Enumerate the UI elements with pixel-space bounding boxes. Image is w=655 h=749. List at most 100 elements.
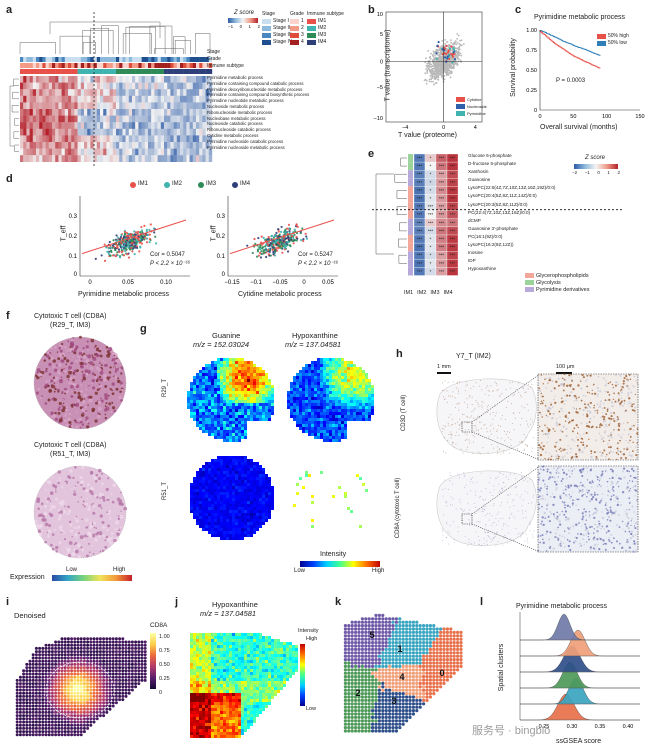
significance-mark: *** [450, 261, 456, 266]
stage-legend-item: Stage IV [262, 39, 292, 46]
msi-pixels [190, 456, 274, 540]
heatmap-row-label: Pyrimidine nucleoside metabolic process [207, 144, 285, 150]
panel-l-xlabel: ssGSEA score [556, 738, 602, 745]
significance-mark: *** [417, 269, 423, 274]
grade-legend-swatch [290, 19, 299, 24]
stage-legend-item: Stage I [262, 18, 292, 25]
heatmap-row-label: Nucleoside metabolic process [207, 103, 265, 109]
msi-pixels [187, 358, 274, 442]
panel-k-label: k [335, 596, 342, 608]
panel-j-label: j [175, 596, 179, 608]
panel-i-cbar-title: CD8A [150, 622, 168, 629]
significance-mark: *** [450, 188, 456, 193]
significance-mark: *** [450, 237, 456, 242]
panel-c-legend-swatch [597, 41, 606, 46]
y-tick: 0 [74, 272, 78, 278]
stain-dots [441, 379, 535, 455]
panel-g-row1: R29_T [162, 378, 169, 398]
x-tick: 0.25 [539, 724, 550, 730]
denoised-spots [15, 637, 147, 737]
x-tick: 0.30 [567, 724, 578, 730]
panel-b-legend-label: Nucleoside [467, 104, 487, 109]
immune-legend-label: IM1 [318, 18, 327, 24]
panel-f-bottom-title: Cytotoxic T cell (CD8A) [34, 442, 107, 449]
msi-pixels [190, 633, 298, 738]
panel-a-row-labels: Pyrimidine metabolic process Pyrimidine c… [207, 75, 309, 150]
regression-line [229, 219, 335, 255]
panel-l-label: l [480, 596, 484, 608]
cell-dots [537, 465, 639, 553]
panel-b-legend-swatch [456, 97, 465, 102]
significance-mark: *** [439, 164, 445, 169]
x-tick: 0.10 [160, 280, 172, 286]
panel-j-high: High [306, 636, 318, 642]
significance-mark: *** [439, 180, 445, 185]
zscore-tick: 2 [257, 24, 260, 29]
panel-j-mz: m/z = 137.04581 [200, 609, 257, 618]
tissue-outline [436, 470, 537, 546]
stage-legend-item: Stage II [262, 25, 292, 32]
panel-c-legend-item: 50% low [597, 40, 629, 47]
panel-c-legend-item: 50% high [597, 33, 629, 40]
panel-b-legend-item: Cytidine [456, 96, 487, 103]
panel-e-columns: IM1 IM2 IM3 IM4 [404, 290, 453, 297]
panel-g-col2-title: Hypoxanthine [292, 331, 338, 340]
y-tick: 0.3 [69, 214, 78, 220]
legend-label: IM3 [206, 181, 217, 187]
class-legend-item: Glycolysis [525, 279, 590, 286]
immune-legend-swatch [307, 33, 316, 38]
significance-mark: *** [439, 228, 445, 233]
significance-mark: *** [439, 156, 445, 161]
panel-g-col1-mz: m/z = 152.03024 [193, 340, 250, 349]
significance-mark: *** [417, 220, 423, 225]
grade-legend-label: 2 [301, 25, 304, 31]
x-tick: 0 [442, 125, 445, 131]
panel-a-annotation-labels: Stage Grade Immune subtype [207, 49, 244, 70]
column-label: IM1 [404, 290, 414, 296]
panel-d-legend-item: IM1 [130, 181, 148, 188]
axes [227, 196, 338, 277]
legend-dot [130, 181, 136, 188]
low-curve [539, 30, 601, 56]
x-tick: 4 [474, 125, 477, 131]
y-tick: 10 [377, 12, 383, 18]
immune-legend-label: IM4 [318, 39, 327, 45]
panel-h-cd8a-section [436, 465, 541, 553]
metabolite-label: LysoPC(20:4(5Z,8Z,11Z,14Z)/0:0) [468, 193, 537, 199]
column-dendrogram [19, 21, 211, 54]
panel-f-bottom-tissue [33, 465, 128, 559]
panel-d-label: d [6, 173, 13, 185]
metabolite-label: D-fructose 6-phosphate [468, 161, 517, 167]
panel-l-ylabel: Spatial clusters [498, 643, 506, 692]
class-legend-item: Pyrimidine derivatives [525, 286, 590, 293]
panel-g-label: g [140, 323, 147, 335]
column-label: IM2 [417, 290, 427, 296]
stage-legend-label: Stage III [273, 32, 292, 38]
panel-b-legend: Cytidine Nucleoside Pyrimidine [456, 96, 487, 117]
panel-b-label: b [368, 4, 375, 16]
panel-f-bottom-sub: (R51_T, IM3) [50, 451, 91, 458]
heatmap-cells: *** * *** ****** * *** ****** * *** ****** * *** ***… [413, 153, 459, 276]
heatmap-row-label: Ribonucleoside metabolic process [207, 109, 273, 115]
significance-mark: * [430, 196, 432, 201]
grade-legend-item: 3 [290, 32, 304, 39]
panel-c-xlabel: Overall survival (months) [540, 124, 618, 131]
panel-f-top-title: Cytotoxic T cell (CD8A) [34, 313, 107, 320]
significance-mark: *** [428, 220, 434, 225]
class-legend-item: Glycerophospholipids [525, 272, 590, 279]
y-tick: −5 [377, 85, 383, 91]
panel-h-row2: CD8A (cytotoxic T cell) [395, 477, 402, 539]
significance-mark: * [430, 180, 432, 185]
panel-c-km-plot: 1.00 0.75 0.50 0.25 00 50 100 150 [526, 28, 644, 120]
panel-f-label: f [6, 310, 10, 322]
panel-h-label: h [396, 348, 403, 360]
grade-legend-title: Grade [290, 11, 304, 17]
zoom-box [461, 421, 473, 433]
cluster-label: 3 [391, 696, 396, 706]
annotation-bar [20, 63, 213, 68]
y-tick: 0.1 [217, 254, 226, 260]
panel-d-left-scatter: 0.30.20.100 0.05 0.10 [69, 196, 190, 286]
panel-e-label: e [368, 148, 375, 160]
panel-h-cd3d-zoom [537, 373, 639, 461]
stage-legend-swatch [262, 19, 271, 24]
